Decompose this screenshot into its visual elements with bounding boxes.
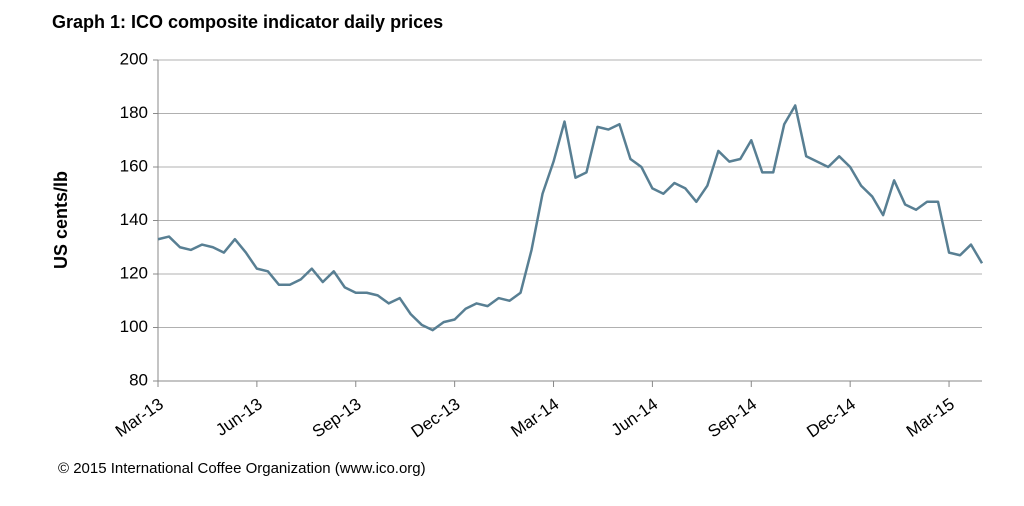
y-tick-label: 120 <box>120 263 148 282</box>
x-tick-label: Sep-14 <box>704 394 760 441</box>
x-tick-label: Mar-13 <box>112 394 167 440</box>
x-tick-label: Jun-14 <box>608 394 661 439</box>
x-tick-label: Mar-14 <box>507 394 562 440</box>
footer: © 2015 International Coffee Organization… <box>58 460 426 477</box>
y-tick-label: 200 <box>120 49 148 68</box>
y-tick-label: 80 <box>129 370 148 389</box>
y-tick-label: 160 <box>120 156 148 175</box>
x-tick-label: Dec-13 <box>408 394 464 441</box>
line-series <box>157 104 984 332</box>
x-tick-label: Mar-15 <box>903 394 958 440</box>
y-tick-label: 140 <box>120 210 148 229</box>
x-tick-label: Dec-14 <box>803 394 859 441</box>
y-axis-label: US cents/lb <box>51 171 71 269</box>
x-tick-label: Sep-13 <box>309 394 365 441</box>
chart-title: Graph 1: ICO composite indicator daily p… <box>52 12 443 32</box>
y-tick-label: 100 <box>120 317 148 336</box>
x-tick-label: Jun-13 <box>212 394 265 439</box>
y-tick-label: 180 <box>120 103 148 122</box>
